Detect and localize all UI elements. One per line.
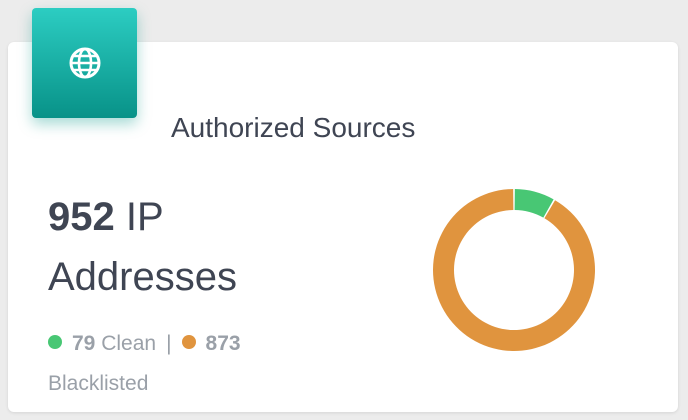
authorized-sources-card: Authorized Sources 952 IP Addresses 79 C…	[8, 42, 678, 412]
sources-donut-chart	[433, 189, 595, 351]
legend-separator: |	[166, 332, 172, 355]
clean-dot	[48, 335, 62, 350]
globe-icon	[69, 47, 100, 79]
blacklisted-dot	[181, 335, 196, 350]
clean-label: Clean	[101, 332, 157, 355]
ip-count-stat: 952 IP Addresses	[48, 187, 368, 307]
clean-count: 79	[72, 332, 96, 355]
legend: 79 Clean | 873 Blacklisted	[48, 324, 348, 404]
card-title: Authorized Sources	[171, 112, 416, 143]
donut-slice-blacklisted	[433, 189, 595, 351]
ip-unit: IP	[125, 195, 164, 239]
blacklisted-label: Blacklisted	[48, 372, 149, 395]
donut-slice-clean	[514, 189, 554, 218]
ip-count: 952	[48, 195, 115, 239]
blacklisted-count: 873	[205, 332, 241, 355]
ip-unit-addresses: Addresses	[48, 255, 237, 299]
globe-icon-tile	[32, 8, 137, 118]
